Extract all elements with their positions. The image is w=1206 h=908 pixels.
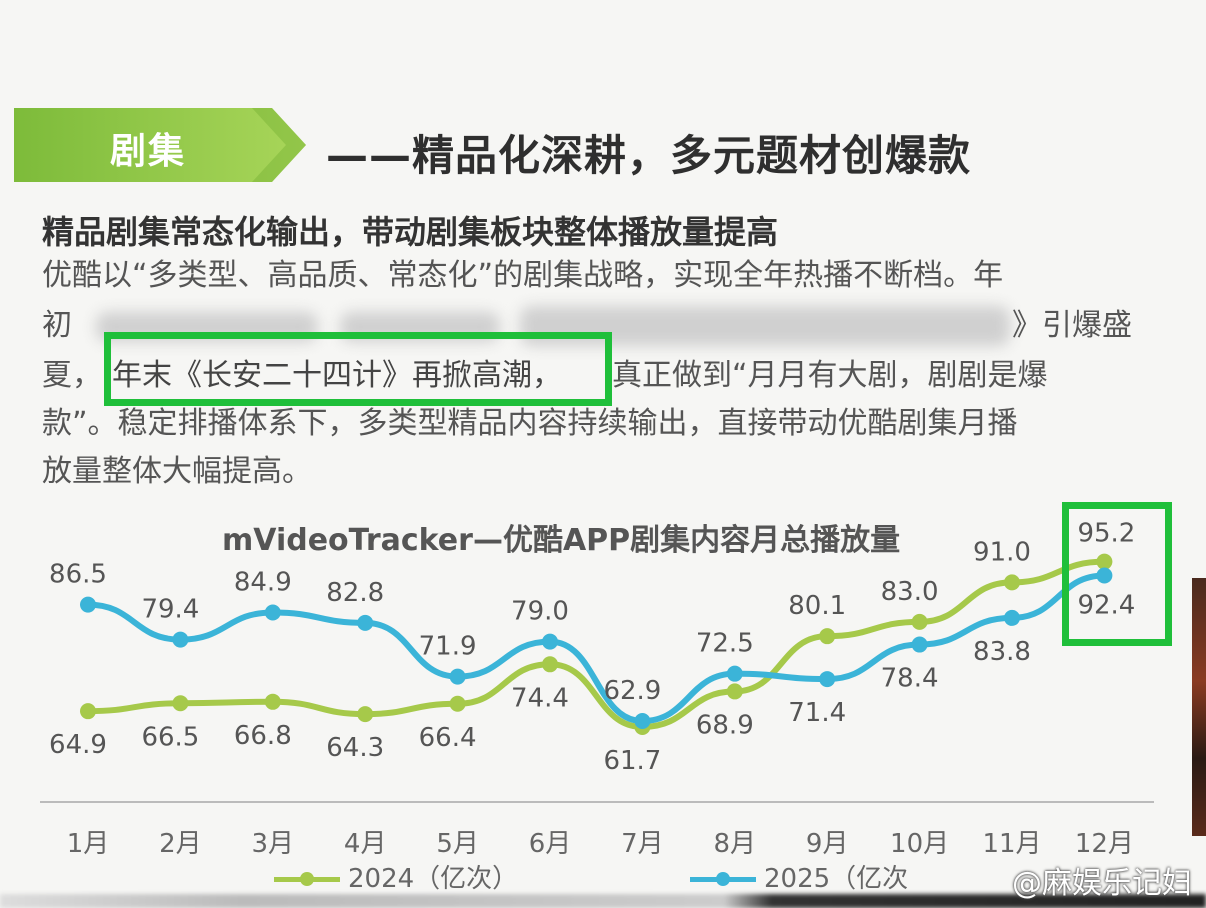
- redacted-blur-3: [520, 306, 1010, 346]
- x-tick-label: 12月: [1075, 829, 1134, 859]
- data-label-2024: 64.9: [49, 730, 107, 760]
- data-label-2024: 83.0: [881, 577, 939, 607]
- data-label-2025: 62.9: [603, 676, 661, 706]
- data-point-2024: [264, 693, 281, 710]
- paragraph-line-1: 优酷以“多类型、高品质、常态化”的剧集战略，实现全年热播不断档。年: [42, 258, 1004, 293]
- data-point-2024: [1004, 574, 1020, 591]
- data-label-2024: 80.1: [788, 591, 846, 621]
- highlight-box-text: [104, 332, 612, 406]
- data-label-2024: 95.2: [1077, 519, 1135, 549]
- sub-heading: 精品剧集常态化输出，带动剧集板块整体播放量提高: [42, 213, 779, 251]
- section-tag-shape: [14, 108, 306, 182]
- data-label-2024: 61.7: [603, 746, 661, 776]
- data-point-2024: [542, 656, 558, 673]
- x-tick-label: 3月: [252, 829, 295, 859]
- data-label-2025: 92.4: [1077, 590, 1135, 620]
- data-point-2024: [726, 683, 743, 700]
- paragraph-line-2-end: 》引爆盛: [1012, 308, 1132, 343]
- data-point-2025: [172, 631, 189, 648]
- paragraph-line-2-start: 初: [42, 308, 72, 343]
- highlight-box-december: [1062, 502, 1172, 646]
- data-label-2024: 74.4: [511, 683, 569, 713]
- section-tag-label: 剧集: [110, 131, 187, 172]
- data-label-2025: 84.9: [234, 567, 292, 597]
- legend-2024: 2024（亿次）: [274, 858, 518, 895]
- paragraph-highlight-text: 年末《长安二十四计》再掀高潮，: [112, 358, 562, 393]
- data-label-2024: 64.3: [326, 733, 384, 763]
- data-point-2024: [819, 628, 836, 645]
- data-point-2024: [357, 706, 374, 723]
- data-point-2024: [911, 613, 928, 630]
- data-label-2024: 66.5: [141, 722, 199, 752]
- legend-2024-swatch: [274, 872, 340, 886]
- data-label-2025: 79.4: [141, 595, 199, 625]
- x-tick-label: 4月: [344, 829, 387, 859]
- legend-2025-label: 2025（亿次: [764, 864, 909, 894]
- data-point-2025: [911, 636, 928, 653]
- x-tick-label: 11月: [982, 829, 1041, 859]
- x-tick-label: 8月: [714, 829, 757, 859]
- x-tick-label: 1月: [67, 829, 110, 859]
- data-point-2025: [264, 604, 281, 621]
- data-label-2025: 79.0: [511, 597, 569, 627]
- data-point-2024: [80, 703, 96, 720]
- data-point-2025: [542, 633, 558, 650]
- x-tick-label: 10月: [890, 829, 949, 859]
- data-point-2025: [726, 665, 743, 682]
- section-tag: 剧集: [14, 108, 306, 182]
- data-label-2025: 83.8: [973, 637, 1031, 667]
- x-tick-label: 9月: [806, 829, 849, 859]
- data-label-2025: 72.5: [696, 629, 754, 659]
- data-point-2025: [1004, 609, 1020, 626]
- paragraph-line-3-end: 真正做到“月月有大剧，剧剧是爆: [612, 358, 1048, 393]
- data-label-2025: 71.4: [788, 698, 846, 728]
- data-label-2024: 68.9: [696, 710, 754, 740]
- legend-2025-swatch: [690, 872, 756, 886]
- photo-edge: [1192, 578, 1206, 836]
- data-label-2025: 86.5: [49, 560, 107, 590]
- data-point-2025: [449, 668, 466, 685]
- data-label-2024: 91.0: [973, 537, 1031, 567]
- data-point-2025: [634, 713, 651, 730]
- watermark: @麻娱乐记妇: [1012, 866, 1192, 901]
- x-tick-label: 5月: [436, 829, 479, 859]
- data-label-2024: 66.8: [234, 721, 292, 751]
- legend-2025: 2025（亿次: [690, 858, 908, 895]
- data-label-2025: 82.8: [326, 578, 384, 608]
- x-tick-label: 2月: [159, 829, 202, 859]
- data-point-2025: [80, 596, 96, 613]
- section-heading: ——精品化深耕，多元题材创爆款: [326, 131, 972, 180]
- x-tick-label: 7月: [621, 829, 664, 859]
- data-point-2024: [1096, 553, 1113, 570]
- x-tick-label: 6月: [529, 829, 572, 859]
- legend-2024-label: 2024（亿次）: [348, 864, 519, 894]
- data-point-2024: [449, 695, 466, 712]
- data-point-2025: [1096, 567, 1113, 584]
- data-label-2024: 66.4: [419, 723, 477, 753]
- paragraph-line-3-start: 夏，: [42, 358, 102, 393]
- paragraph-line-5: 放量整体大幅提高。: [42, 454, 312, 489]
- data-label-2025: 71.9: [419, 632, 477, 662]
- data-point-2025: [819, 671, 836, 688]
- chart-title: mVideoTracker—优酷APP剧集内容月总播放量: [222, 523, 901, 558]
- paragraph-line-4: 款”。稳定排播体系下，多类型精品内容持续输出，直接带动优酷剧集月播: [42, 406, 1018, 441]
- data-point-2024: [172, 695, 189, 712]
- data-point-2025: [357, 614, 374, 631]
- bottom-cropped-strip: [0, 894, 1206, 908]
- data-label-2025: 78.4: [881, 664, 939, 694]
